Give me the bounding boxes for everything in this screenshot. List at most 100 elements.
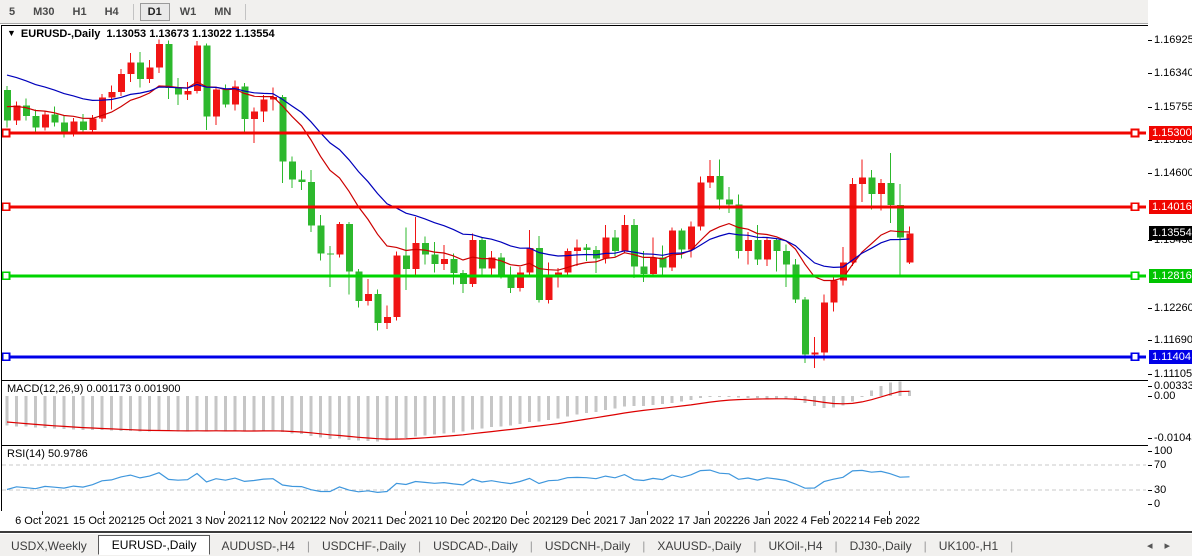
macd-histogram-bar [794,395,797,401]
macd-histogram-bar [423,395,427,436]
macd-histogram-bar [537,395,541,422]
macd-indicator-panel[interactable]: MACD(12,26,9) 0.001173 0.001900 [1,380,1149,446]
date-axis[interactable]: 6 Oct 2021 15 Oct 2021 25 Oct 2021 3 Nov 20… [0,511,1148,531]
timeframe-button-mn[interactable]: MN [214,5,232,18]
chart-tab-uk100[interactable]: UK100-,H1 [938,538,999,553]
price-tick-label: 1.14600 [1154,167,1192,179]
macd-histogram-bar [214,395,218,431]
macd-chart[interactable] [2,381,1146,443]
axis-tick [1148,40,1152,41]
macd-histogram-bar [661,395,664,405]
rsi-chart[interactable] [2,446,1146,509]
tabs-scroll-right-icon[interactable]: ▸ [1164,540,1182,552]
bull-candle [384,316,391,324]
chart-tab-usdcnh[interactable]: USDCNH-,Daily [544,538,631,553]
timeframe-button-m30[interactable]: M30 [33,5,55,18]
macd-axis-label: 0.00 [1154,390,1176,402]
axis-tick [1148,465,1152,466]
timeframe-button-h4[interactable]: H4 [104,5,119,18]
timeframe-toolbar: 5 M30 H1 H4 D1 W1 MN [0,0,1192,24]
axis-tick [1148,107,1152,108]
bear-candle [241,86,249,120]
macd-histogram-bar [138,395,142,432]
date-label: 3 Nov 2021 [195,515,253,527]
rsi-axis-label: 70 [1154,459,1167,471]
bear-candle [165,43,173,89]
bull-candle [146,67,154,79]
bear-candle [374,293,382,324]
macd-name: MACD(12,26,9) [7,383,84,395]
chart-tab-eurusd[interactable]: EURUSD-,Daily [97,534,211,555]
price-scale[interactable]: 1.16925 1.16340 1.15755 1.15185 1.14600 1.134… [1148,0,1192,531]
macd-histogram-bar [461,395,465,432]
bear-candle [479,239,486,269]
macd-histogram-bar [376,395,379,442]
chart-title[interactable]: ▼ EURUSD-,Daily 1.13053 1.13673 1.13022 1.… [7,28,275,40]
bear-candle [460,273,467,285]
bull-candle [270,96,277,100]
line-anchor [1130,128,1140,138]
symbol-period-label: EURUSD-,Daily [20,28,101,40]
bull-candle [764,239,771,260]
macd-histogram-bar [623,395,626,407]
date-tick [647,511,648,515]
timeframe-button-h1[interactable]: H1 [72,5,87,18]
bear-candle [678,230,686,250]
macd-histogram-bar [34,395,37,428]
rsi-axis-label: 30 [1154,484,1167,496]
date-label: 17 Jan 2022 [677,515,739,527]
bull-candle [194,45,201,92]
ohlc-values: 1.13053 1.13673 1.13022 1.13554 [106,28,275,40]
bear-candle [61,122,68,132]
chart-tab-dj30[interactable]: DJ30-,Daily [849,538,912,553]
bear-candle [355,271,363,301]
bear-candle [298,179,306,182]
price-chart-panel[interactable]: ▼ EURUSD-,Daily 1.13053 1.13673 1.13022 1.… [1,25,1149,381]
chart-tab-ukoil[interactable]: UKOil-,H4 [768,538,823,553]
macd-label: MACD(12,26,9) 0.001173 0.001900 [7,383,180,395]
macd-histogram-bar [556,395,560,419]
macd-histogram-bar [195,395,199,431]
candlestick-chart[interactable] [2,26,1146,378]
bull-candle [688,226,695,250]
chart-tab-usdx[interactable]: USDX,Weekly [11,538,87,553]
macd-histogram-bar [233,395,237,431]
bull-candle [412,242,420,270]
bull-candle [517,272,524,289]
macd-histogram-bar [81,395,85,430]
bear-candle [897,204,904,238]
macd-histogram-bar [53,395,56,429]
bull-candle [849,184,857,263]
timeframe-button-5[interactable]: 5 [9,5,16,18]
chart-tab-audusd[interactable]: AUDUSD-,H4 [221,538,295,553]
axis-tick [1148,73,1152,74]
macd-axis-label: 0.003331 [1154,380,1192,392]
tabs-scroll-left-icon[interactable]: ◂ [1146,540,1165,552]
bull-candle [469,239,477,285]
macd-histogram-bar [670,395,674,403]
axis-tick [1148,240,1152,241]
macd-histogram-bar [784,395,788,399]
bear-candle [726,199,733,205]
macd-histogram-bar [271,395,275,431]
timeframe-button-w1[interactable]: W1 [179,5,197,18]
tab-separator: | [1010,538,1014,553]
macd-histogram-bar [594,395,598,412]
chevron-down-icon[interactable]: ▼ [7,28,16,38]
rsi-indicator-panel[interactable]: RSI(14) 50.9786 [1,445,1149,512]
macd-histogram-bar [765,395,769,399]
chart-tab-usdcad[interactable]: USDCAD-,Daily [433,538,518,553]
date-label: 22 Nov 2021 [313,515,377,527]
macd-histogram-bar [186,395,189,432]
date-tick [526,511,527,515]
chart-tab-xauusd[interactable]: XAUUSD-,Daily [657,538,742,553]
bear-candle [289,161,296,180]
tab-separator: | [753,538,757,553]
bull-candle [564,250,572,273]
date-tick [103,511,104,515]
timeframe-button-d1[interactable]: D1 [139,2,170,21]
axis-tick [1148,490,1152,491]
macd-histogram-bar [252,395,256,432]
chart-tab-usdchf[interactable]: USDCHF-,Daily [321,538,406,553]
date-label: 4 Feb 2022 [801,515,857,527]
